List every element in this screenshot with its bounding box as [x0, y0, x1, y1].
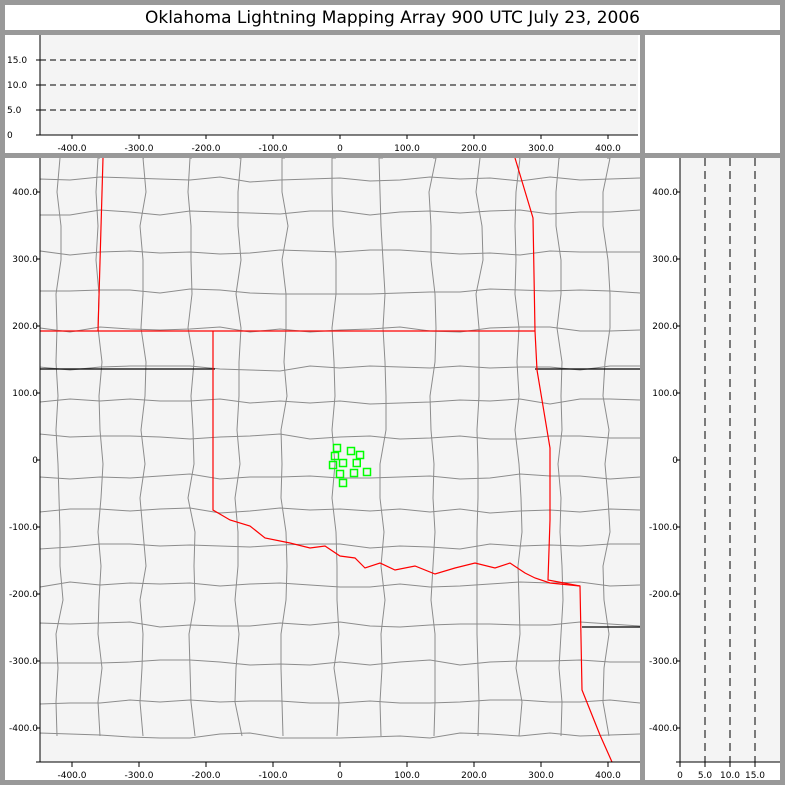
- county-line: [39, 543, 640, 550]
- county-line: [39, 365, 640, 372]
- oklahoma-border: [97, 157, 104, 332]
- x-tick-label: 400.0: [595, 144, 621, 153]
- lightning-source-marker: [332, 443, 342, 453]
- x-tick-label: 10.0: [720, 771, 740, 780]
- x-tick-label: 200.0: [461, 771, 487, 780]
- county-line: [39, 732, 641, 739]
- x-tick-label: 0: [677, 771, 683, 780]
- x-tick-label: 300.0: [528, 144, 554, 153]
- y-tick-label: 400.0: [652, 188, 678, 198]
- county-line: [234, 157, 243, 737]
- y-tick-label: 100.0: [12, 389, 38, 399]
- county-line: [187, 157, 196, 737]
- x-tick-label: 0: [337, 771, 343, 780]
- county-line: [602, 157, 611, 737]
- x-tick-label: 15.0: [745, 771, 765, 780]
- x-tick-label: 5.0: [698, 771, 713, 780]
- county-line: [55, 157, 64, 737]
- county-line: [39, 581, 641, 588]
- y-tick-label: 100.0: [652, 389, 678, 399]
- altitude-vs-x-panel: -400.0 -300.0 -200.0 -100.0 0 100.0 200.0 300.0…: [5, 35, 640, 154]
- x-tick-label: 100.0: [394, 144, 420, 153]
- altitude-vs-y-plot: 0 5.0 10.0 15.0 400.0 300.0 200.0 100.0 0 -100.0 -…: [649, 158, 780, 781]
- y-tick-label: -200.0: [9, 590, 38, 600]
- y-tick-label: -300.0: [649, 657, 678, 667]
- lightning-source-marker: [355, 450, 365, 460]
- y-tick-label: 5.0: [7, 106, 22, 116]
- county-line: [428, 157, 437, 737]
- x-tick-label: -300.0: [124, 771, 153, 780]
- y-tick-label: 300.0: [12, 255, 38, 265]
- y-tick-label: 10.0: [7, 81, 27, 91]
- county-line: [39, 209, 641, 216]
- oklahoma-border: [212, 331, 581, 587]
- y-tick-label: -100.0: [9, 523, 38, 533]
- county-line: [475, 157, 484, 737]
- lightning-source-marker: [338, 458, 348, 468]
- county-line: [39, 398, 641, 405]
- county-line: [39, 621, 641, 628]
- x-tick-label: -100.0: [258, 771, 287, 780]
- y-tick-label: 400.0: [12, 188, 38, 198]
- x-tick-label: 300.0: [528, 771, 554, 780]
- y-tick-label: 200.0: [652, 322, 678, 332]
- x-tick-label: 400.0: [595, 771, 621, 780]
- county-line: [331, 157, 340, 737]
- county-line: [39, 249, 640, 256]
- lightning-source-marker: [352, 458, 361, 468]
- oklahoma-border: [514, 157, 536, 332]
- x-tick-label: -300.0: [124, 144, 153, 153]
- lightning-source-marker: [330, 451, 340, 461]
- county-line: [39, 176, 641, 183]
- county-line: [514, 157, 523, 737]
- x-tick-label: 100.0: [394, 771, 420, 780]
- county-line: [39, 433, 640, 440]
- y-tick-label: 15.0: [7, 56, 27, 66]
- lightning-source-marker: [335, 469, 345, 479]
- y-tick-label: -200.0: [649, 590, 678, 600]
- x-tick-label: -200.0: [191, 144, 220, 153]
- y-tick-label: 0: [7, 131, 13, 141]
- x-tick-label: 200.0: [461, 144, 487, 153]
- x-tick-label: 0: [337, 144, 343, 153]
- y-tick-label: 200.0: [12, 322, 38, 332]
- y-tick-label: 0: [672, 456, 678, 466]
- y-tick-label: -300.0: [9, 657, 38, 667]
- altitude-vs-x-plot: -400.0 -300.0 -200.0 -100.0 0 100.0 200.0 300.0…: [7, 35, 638, 154]
- county-line: [139, 157, 147, 737]
- y-tick-label: -100.0: [649, 523, 678, 533]
- county-line: [280, 157, 289, 737]
- y-tick-label: 0: [32, 456, 38, 466]
- county-line: [39, 699, 641, 705]
- county-line: [39, 288, 641, 295]
- blank-corner-panel: [645, 35, 780, 153]
- y-tick-label: 300.0: [652, 255, 678, 265]
- x-tick-label: -100.0: [258, 144, 287, 153]
- x-tick-label: -200.0: [191, 771, 220, 780]
- y-tick-label: -400.0: [649, 724, 678, 734]
- county-line: [378, 157, 387, 737]
- lightning-source-marker: [328, 460, 338, 470]
- x-tick-label: -400.0: [57, 144, 86, 153]
- lightning-source-marker: [338, 478, 348, 488]
- plot-area: [40, 35, 638, 135]
- county-line: [555, 157, 564, 737]
- oklahoma-border: [534, 330, 613, 763]
- lightning-source-marker: [349, 468, 359, 478]
- y-tick-label: -400.0: [9, 724, 38, 734]
- x-tick-label: -400.0: [57, 771, 86, 780]
- lightning-source-marker: [362, 467, 372, 477]
- lightning-source-marker: [346, 446, 356, 456]
- altitude-vs-y-panel: 0 5.0 10.0 15.0 400.0 300.0 200.0 100.0 0 -100.0 -…: [645, 158, 780, 781]
- plot-title: Oklahoma Lightning Mapping Array 900 UTC…: [5, 5, 780, 30]
- county-line: [40, 659, 640, 666]
- plan-view-panel: -400.0 -300.0 -200.0 -100.0 0 100.0 200.0 300.0…: [5, 157, 641, 781]
- plan-view-map: -400.0 -300.0 -200.0 -100.0 0 100.0 200.0 300.0…: [9, 157, 641, 781]
- county-line: [39, 507, 641, 514]
- county-line: [95, 157, 104, 737]
